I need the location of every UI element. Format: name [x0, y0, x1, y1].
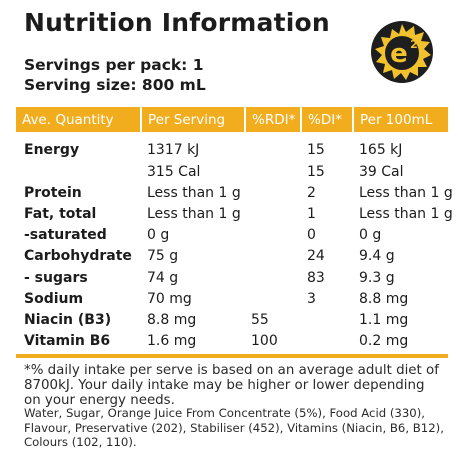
daily-intake-footnote: *% daily intake per serve is based on an…	[24, 363, 439, 408]
header-per-100ml: Per 100mL	[353, 107, 448, 132]
rdi-value	[245, 182, 301, 203]
nutrient-name: - sugars	[24, 269, 88, 286]
per-100ml-value: 0.2 mg	[359, 333, 409, 350]
nutrient-name: Vitamin B6	[24, 333, 111, 350]
rdi-value	[245, 267, 301, 288]
nutrient-name: Niacin (B3)	[24, 311, 112, 328]
table-row: Energy 1317 kJ 15 165 kJ	[16, 132, 448, 161]
di-value: 3	[307, 290, 316, 307]
table-header-row: Ave. Quantity Per Serving %RDI* %DI* Per…	[16, 107, 448, 132]
per-serving-value: Less than 1 g	[147, 184, 241, 201]
per-100ml-value: 39 Cal	[359, 163, 404, 180]
table-row: Fat, total Less than 1 g 1 Less than 1 g	[16, 203, 453, 224]
header-di: %DI*	[301, 107, 354, 132]
per-serving-value: 8.8 mg	[147, 311, 197, 328]
nutrient-name: Protein	[24, 184, 82, 201]
di-value: 24	[307, 248, 325, 265]
per-100ml-value: Less than 1 g	[359, 205, 453, 222]
nutrition-table: Ave. Quantity Per Serving %RDI* %DI* Per…	[16, 107, 453, 352]
nutrient-name	[16, 161, 141, 182]
table-row: - sugars 74 g 83 9.3 g	[16, 267, 448, 288]
per-serving-value: 1317 kJ	[147, 141, 200, 158]
rdi-value	[245, 246, 301, 267]
di-value: 1	[307, 205, 316, 222]
per-100ml-value: 8.8 mg	[359, 290, 409, 307]
table-row: Niacin (B3) 8.8 mg 55 1.1 mg	[16, 309, 448, 330]
table-row: Carbohydrate 75 g 24 9.4 g	[16, 246, 448, 267]
header-per-serving: Per Serving	[141, 107, 246, 132]
per-serving-value: 74 g	[147, 269, 179, 286]
di-value	[301, 309, 353, 330]
rdi-value	[245, 225, 301, 246]
per-serving-value: 315 Cal	[147, 163, 201, 180]
nutrient-name: Energy	[24, 141, 80, 158]
per-100ml-value: 9.4 g	[359, 248, 395, 265]
table-bottom-rule	[16, 354, 448, 358]
per-serving-value: Less than 1 g	[147, 205, 241, 222]
nutrient-name: Carbohydrate	[24, 248, 132, 265]
brand-logo-icon: e 2	[371, 21, 433, 83]
rdi-value: 100	[251, 333, 278, 350]
per-100ml-value: Less than 1 g	[359, 184, 453, 201]
nutrient-name: Sodium	[24, 290, 84, 307]
per-100ml-value: 0 g	[359, 227, 382, 244]
logo-mark: e	[390, 39, 408, 69]
nutrient-name: -saturated	[24, 227, 107, 244]
rdi-value: 55	[251, 311, 269, 328]
table-row: 315 Cal 15 39 Cal	[16, 161, 448, 182]
di-value: 2	[307, 184, 316, 201]
serving-size: Serving size: 800 mL	[24, 76, 206, 94]
per-100ml-value: 1.1 mg	[359, 311, 409, 328]
header-ave-quantity: Ave. Quantity	[16, 107, 142, 132]
nutrient-name: Fat, total	[24, 205, 97, 222]
header-rdi: %RDI*	[245, 107, 302, 132]
rdi-value	[245, 132, 301, 161]
per-serving-value: 0 g	[147, 227, 170, 244]
logo-superscript: 2	[410, 38, 418, 51]
page-title: Nutrition Information	[24, 8, 330, 37]
per-serving-value: 1.6 mg	[147, 333, 197, 350]
per-serving-value: 70 mg	[147, 290, 192, 307]
table-row: Protein Less than 1 g 2 Less than 1 g	[16, 182, 453, 203]
di-value: 83	[307, 269, 325, 286]
per-100ml-value: 165 kJ	[359, 141, 403, 158]
per-100ml-value: 9.3 g	[359, 269, 395, 286]
servings-per-pack: Servings per pack: 1	[24, 56, 204, 74]
rdi-value	[245, 203, 301, 224]
rdi-value	[245, 161, 301, 182]
di-value: 15	[307, 163, 325, 180]
table-row: Vitamin B6 1.6 mg 100 0.2 mg	[16, 331, 448, 352]
ingredients-list: Water, Sugar, Orange Juice From Concentr…	[24, 406, 444, 449]
di-value	[301, 331, 353, 352]
table-row: Sodium 70 mg 3 8.8 mg	[16, 288, 448, 309]
per-serving-value: 75 g	[147, 248, 179, 265]
table-row: -saturated 0 g 0 0 g	[16, 225, 448, 246]
di-value: 0	[307, 227, 316, 244]
di-value: 15	[307, 141, 325, 158]
rdi-value	[245, 288, 301, 309]
